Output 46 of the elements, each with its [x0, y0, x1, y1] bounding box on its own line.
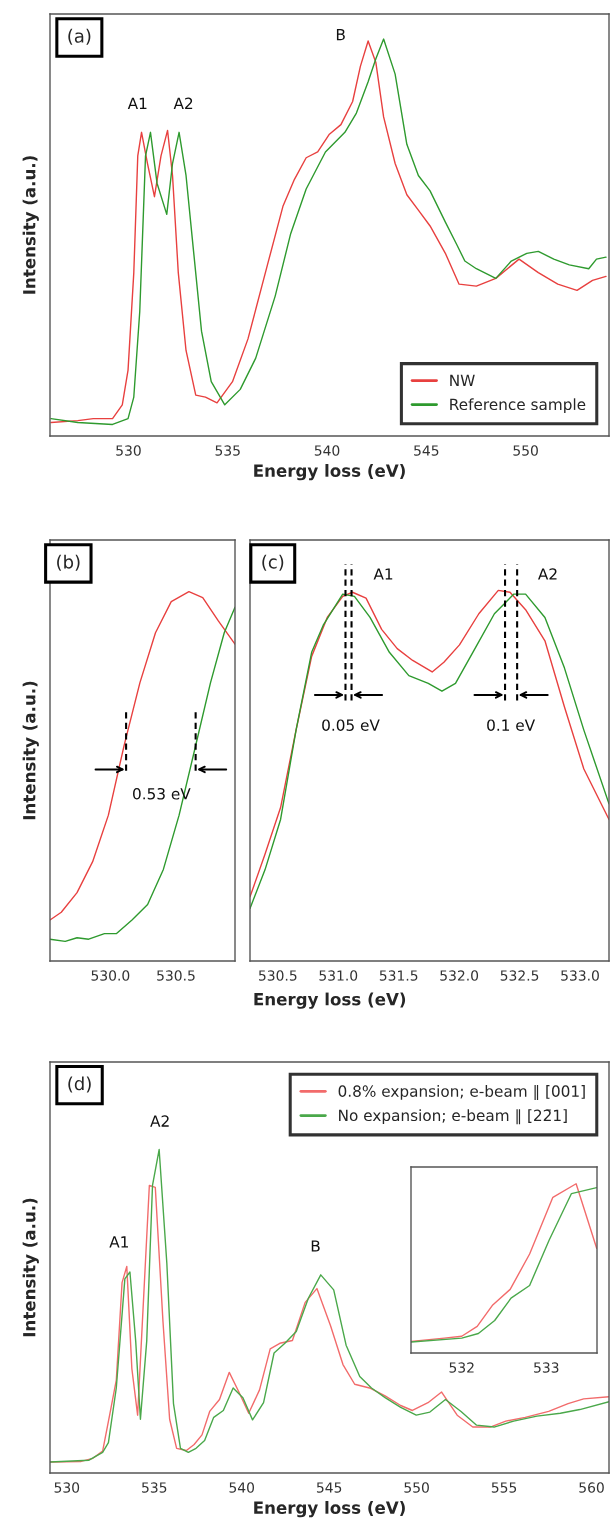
annotation: (a): [68, 28, 91, 45]
x-tick-label: 533: [534, 1362, 559, 1373]
text: (d): [68, 1076, 91, 1093]
text: A2: [150, 1115, 169, 1127]
text: A1: [373, 568, 393, 580]
x-tick-label: 530: [116, 445, 141, 456]
x-tick-label: 550: [513, 445, 538, 456]
text: A2: [538, 568, 557, 580]
legend-label: No expansion; e-beam ∥ [22̄1]: [339, 1109, 567, 1125]
x-tick-label: 540: [314, 445, 340, 456]
annotation: A2: [173, 97, 193, 109]
annotation: B: [336, 29, 345, 41]
x-tick-label: 535: [142, 1482, 167, 1493]
x-tick-label: 540: [229, 1482, 255, 1493]
annotation: 0.05 eV: [322, 719, 380, 731]
x-tick-label: 550: [404, 1482, 429, 1493]
x-tick-label: 532.0: [440, 970, 479, 981]
y-axis-title: Intensity (a.u.): [22, 156, 39, 294]
x-tick-label: 535: [215, 445, 240, 456]
x-tick-label: 530.5: [157, 970, 195, 981]
annotation: B: [311, 1240, 320, 1252]
annotation: A1: [109, 1236, 128, 1248]
x-tick-label: 531.0: [319, 970, 358, 981]
legend-label: 0.8% expansion; e-beam ∥ [001]: [338, 1084, 585, 1100]
x-tick-label: 532: [449, 1362, 474, 1373]
x-tick-label: 531.5: [379, 970, 418, 981]
x-axis-title: Energy loss (eV): [254, 992, 406, 1009]
x-tick-label: 533.0: [561, 970, 599, 981]
legend-label: NW: [450, 374, 475, 386]
x-tick-label: 532.5: [500, 970, 539, 981]
legend-label: Reference sample: [450, 398, 586, 414]
text: (b): [57, 554, 80, 571]
annotation: 0.1 eV: [487, 719, 536, 731]
annotation: A1: [127, 97, 147, 109]
text: (c): [262, 554, 284, 571]
x-tick-label: 560: [579, 1482, 604, 1493]
x-tick-label: 530: [54, 1482, 80, 1493]
y-axis-title: Intensity (a.u.): [22, 1198, 39, 1337]
x-tick-label: 530.0: [91, 970, 130, 981]
x-tick-label: 545: [414, 445, 439, 456]
x-axis-title: Energy loss (eV): [254, 1501, 405, 1518]
x-axis-title: Energy loss (eV): [254, 464, 405, 481]
x-tick-label: 545: [316, 1482, 342, 1493]
x-tick-label: 555: [491, 1482, 517, 1493]
y-axis-title: Intensity (a.u.): [22, 681, 39, 820]
x-tick-label: 530.5: [258, 970, 297, 981]
